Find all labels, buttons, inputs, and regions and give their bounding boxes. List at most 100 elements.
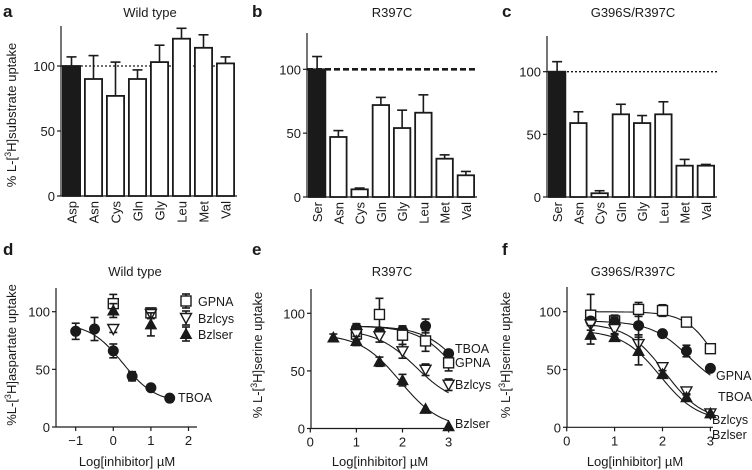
data-point <box>656 304 669 317</box>
data-point <box>372 331 387 344</box>
series-label: Bzlcys <box>455 378 491 392</box>
x-category-label: Asn <box>87 201 102 223</box>
x-tick-label: 3 <box>445 435 452 450</box>
y-axis-label-pre: % L-[ <box>498 387 513 418</box>
fit-curve <box>333 336 449 422</box>
panel-letter: f <box>502 240 508 259</box>
y-tick-label: 0 <box>48 189 55 204</box>
bar-val <box>456 174 475 198</box>
series-label: Bzlcys <box>712 413 748 427</box>
y-tick-label: 100 <box>279 62 301 77</box>
bar-cys <box>350 188 369 198</box>
data-point <box>327 330 340 343</box>
x-category-label: Gly <box>635 202 650 222</box>
y-axis-label-pre: % L-[ <box>250 387 265 418</box>
bar-gly <box>392 127 412 198</box>
x-category-label: Val <box>699 202 714 220</box>
y-tick-label: 100 <box>539 305 561 320</box>
bar-cys <box>106 95 126 197</box>
x-category-label: Val <box>219 201 234 219</box>
x-tick-label: 1 <box>147 433 154 448</box>
x-category-label: Ser <box>550 201 565 222</box>
legend-marker <box>179 327 193 339</box>
y-tick-label: 0 <box>534 190 541 205</box>
panel-letter: a <box>3 2 13 21</box>
bar-gly <box>633 122 652 198</box>
x-category-label: Ser <box>310 201 325 222</box>
bar-ser <box>548 70 567 198</box>
bar-met <box>435 157 454 198</box>
x-category-label: Gln <box>131 201 146 221</box>
panel-a: a Wild type % L-[3H]substrate uptake 0 50 100… <box>3 2 237 223</box>
series-tboa: TBOA <box>585 315 752 404</box>
x-category-label: Leu <box>175 201 190 223</box>
x-category-label: Met <box>197 201 212 223</box>
data-point <box>420 320 432 332</box>
panel-letter: b <box>252 2 262 21</box>
data-point <box>633 320 645 332</box>
data-point <box>418 364 433 377</box>
series-label: Bzlser <box>455 417 490 431</box>
y-tick-label: 100 <box>283 306 305 321</box>
data-point <box>164 392 176 404</box>
bar-asn <box>329 136 348 198</box>
series-bzlcys: Bzlcys <box>349 327 491 394</box>
data-point <box>680 316 693 328</box>
series-label: GPNA <box>455 356 491 370</box>
x-category-label: Gln <box>614 202 629 222</box>
data-point <box>106 323 120 336</box>
x-tick-label: 1 <box>611 433 618 448</box>
x-category-label: Gly <box>153 201 168 221</box>
y-axis-label-post: H]substrate uptake <box>4 43 19 152</box>
y-tick-label: 50 <box>547 363 561 378</box>
x-category-label: Leu <box>416 202 431 224</box>
fit-curve <box>590 311 711 350</box>
data-point <box>106 304 120 316</box>
data-point <box>373 355 386 367</box>
bar-met <box>675 164 694 198</box>
x-category-label: Cys <box>593 202 608 225</box>
panel-d: d Wild type %L-[3H]aspartate uptake 0 50 100 −… <box>3 240 234 469</box>
series-label: TBOA <box>718 390 752 404</box>
y-tick-label: 50 <box>36 362 50 377</box>
y-tick-label: 100 <box>519 65 541 80</box>
bar-val <box>696 164 716 198</box>
series-bzlser: Bzlser <box>327 330 490 432</box>
bar-asn <box>84 78 104 197</box>
x-tick-label: 1 <box>353 435 360 450</box>
data-point <box>680 345 692 357</box>
bar-val <box>215 62 235 197</box>
series-bzlser: Bzlser <box>106 302 233 342</box>
y-tick-label: 50 <box>287 126 301 141</box>
data-point <box>144 317 158 330</box>
series-label: Bzlser <box>198 328 233 342</box>
bar-gln <box>611 113 631 198</box>
x-tick-label: −1 <box>68 433 83 448</box>
data-point <box>107 345 119 357</box>
fit-curve <box>590 324 711 414</box>
data-point <box>373 308 386 321</box>
bar-asp <box>62 65 82 197</box>
x-category-label: Met <box>438 202 453 224</box>
data-point <box>441 379 456 392</box>
bar-cys <box>590 192 609 198</box>
y-axis-label-sup: 3 <box>249 383 259 388</box>
y-tick-label: 50 <box>527 127 541 142</box>
data-point <box>442 419 455 432</box>
x-tick-label: 0 <box>563 433 570 448</box>
series-bzlcys: Bzlcys <box>106 308 234 336</box>
x-tick-label: 2 <box>659 433 666 448</box>
panel-letter: d <box>3 240 13 259</box>
chart-title: G396S/R397C <box>591 5 676 20</box>
chart-title: G396S/R397C <box>591 264 676 279</box>
x-axis-label: Log[inhibitor] µM <box>587 454 683 469</box>
chart-title: Wild type <box>108 264 161 279</box>
bar-ser <box>307 68 327 198</box>
x-category-label: Gln <box>374 202 389 222</box>
x-tick-label: 3 <box>707 433 714 448</box>
chart-title: R397C <box>372 5 412 20</box>
y-axis-label-post: H]serine uptake <box>250 292 265 383</box>
bar-leu <box>171 37 191 197</box>
y-tick-label: 100 <box>33 59 55 74</box>
